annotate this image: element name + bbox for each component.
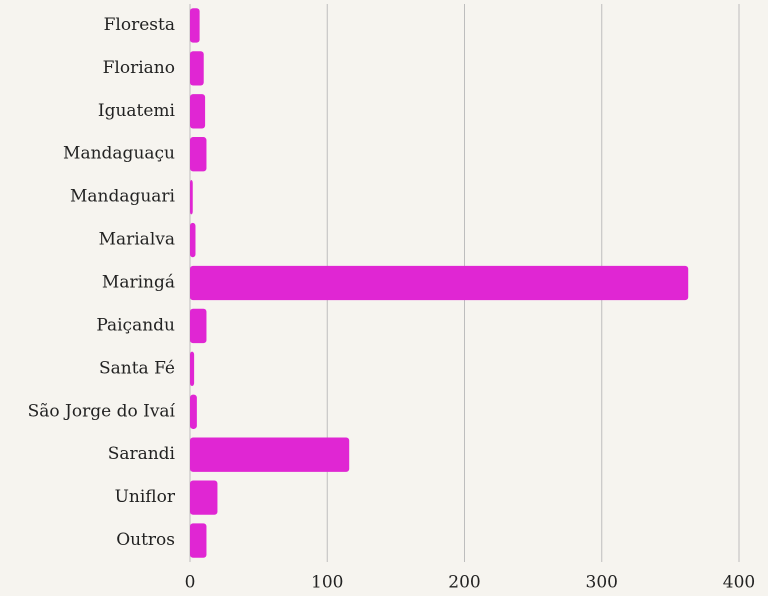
bar [190, 137, 207, 172]
bar [190, 94, 206, 129]
y-tick-label: Santa Fé [99, 358, 175, 378]
x-tick-label: 0 [185, 573, 196, 593]
bar [190, 480, 218, 515]
y-tick-label: Uniflor [115, 487, 176, 507]
y-tick-label: Outros [116, 530, 175, 550]
y-tick-label: Maringá [102, 273, 175, 293]
y-tick-label: Mandaguaçu [63, 144, 175, 164]
y-tick-label: Paiçandu [96, 315, 175, 335]
bar [190, 523, 207, 558]
x-tick-label: 300 [586, 573, 618, 593]
bar [190, 394, 197, 429]
x-tick-label: 100 [311, 573, 343, 593]
y-tick-label: Sarandi [108, 444, 176, 464]
y-tick-label: Iguatemi [98, 101, 176, 121]
x-tick-label: 400 [723, 573, 755, 593]
y-tick-label: Marialva [99, 230, 175, 250]
bar [190, 437, 350, 472]
y-tick-label: Floriano [103, 58, 175, 78]
y-tick-label: Floresta [104, 15, 175, 35]
y-tick-label: Mandaguari [70, 187, 176, 207]
bar [190, 351, 195, 387]
x-tick-label: 200 [448, 573, 480, 593]
bar [190, 222, 196, 258]
bar [190, 51, 204, 86]
bar [190, 8, 200, 43]
bar [190, 179, 193, 215]
y-tick-label: São Jorge do Ivaí [28, 401, 176, 421]
bar [190, 265, 689, 301]
bar [190, 308, 207, 344]
